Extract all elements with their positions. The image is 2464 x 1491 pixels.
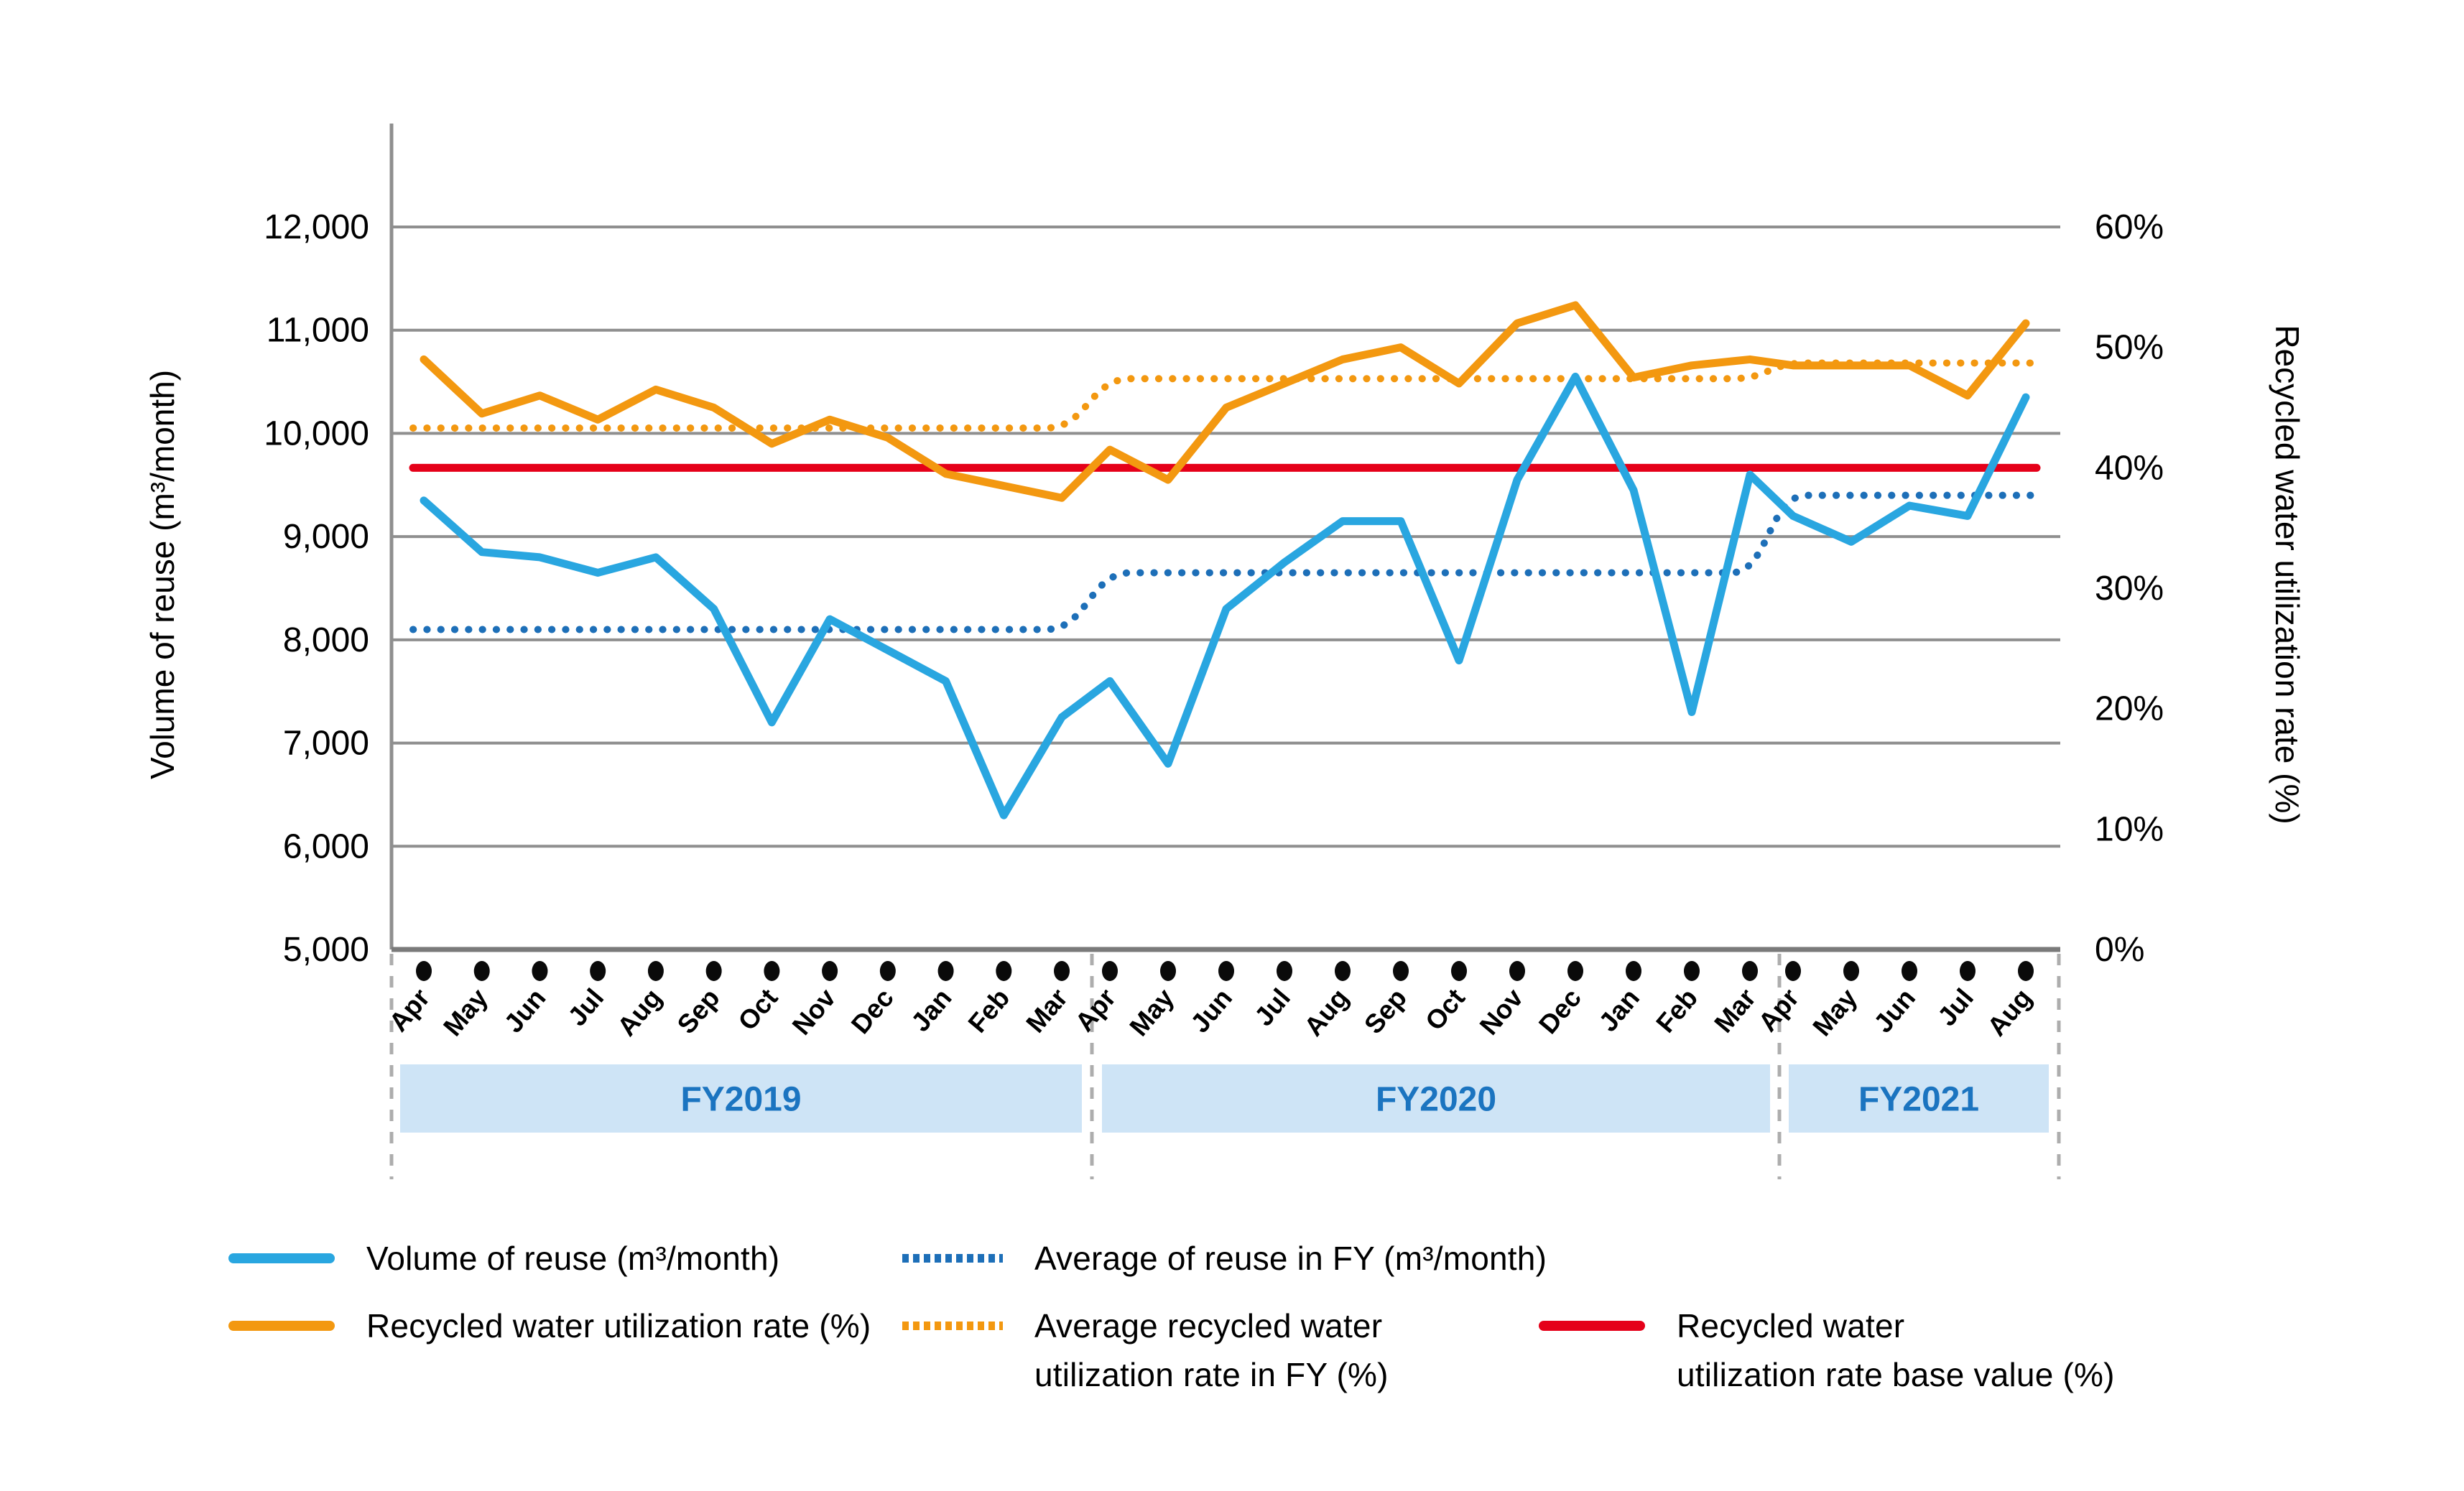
right-axis-ticks: 0% 10% 20% 30% 40% 50% 60% <box>2095 208 2164 969</box>
month-tick-dot <box>764 961 780 981</box>
right-tick-label: 30% <box>2095 570 2164 608</box>
month-tick-dot <box>1684 961 1700 981</box>
month-tick-dot <box>590 961 606 981</box>
month-label: Dec <box>846 983 899 1039</box>
fy-separators <box>389 954 2061 1179</box>
left-tick-label: 10,000 <box>264 414 369 452</box>
left-axis-title: Volume of reuse (m³/month) <box>144 370 181 779</box>
month-label: Dec <box>1533 983 1587 1039</box>
month-label: Aug <box>611 983 667 1041</box>
fy-band-label: FY2021 <box>1858 1081 1979 1119</box>
month-label: Jul <box>562 983 610 1031</box>
month-tick-dot <box>1054 961 1070 981</box>
month-tick-dot <box>1277 961 1292 981</box>
left-axis-ticks: 5,000 6,000 7,000 8,000 9,000 10,000 11,000 12,… <box>264 208 369 969</box>
month-tick-dot <box>2018 961 2034 981</box>
fy-band-label: FY2019 <box>680 1081 801 1119</box>
month-label: Apr <box>1753 983 1805 1037</box>
left-tick-label: 5,000 <box>283 931 369 969</box>
right-tick-label: 0% <box>2095 931 2144 969</box>
month-label: May <box>1807 983 1863 1041</box>
month-label: Jul <box>1249 983 1296 1031</box>
month-label: Nov <box>1474 983 1529 1040</box>
left-tick-label: 7,000 <box>283 725 369 763</box>
right-tick-label: 40% <box>2095 449 2164 487</box>
month-label: Oct <box>732 983 783 1036</box>
left-tick-label: 9,000 <box>283 518 369 556</box>
right-tick-label: 60% <box>2095 208 2164 246</box>
month-tick-dot <box>1843 961 1859 981</box>
month-label: Apr <box>1070 983 1121 1037</box>
right-tick-label: 10% <box>2095 810 2164 848</box>
month-tick-dot <box>1567 961 1583 981</box>
right-tick-label: 20% <box>2095 690 2164 728</box>
avg-volume-dotted-line <box>409 491 2040 633</box>
month-tick-dot <box>1902 961 1917 981</box>
month-tick-dot <box>416 961 432 981</box>
month-label: Jul <box>1932 983 1979 1031</box>
month-tick-dot <box>1218 961 1234 981</box>
avg-rate-dotted-line <box>409 359 2040 432</box>
axes <box>389 124 2060 952</box>
left-tick-label: 6,000 <box>283 827 369 865</box>
month-label: Mar <box>1708 983 1761 1039</box>
month-tick-dot <box>1335 961 1351 981</box>
volume-line <box>420 372 2030 819</box>
month-tick-dot <box>822 961 838 981</box>
rate-line <box>420 301 2030 502</box>
month-label: Feb <box>1650 983 1703 1039</box>
month-tick-dot <box>879 961 896 981</box>
month-tick-dot <box>1393 961 1409 981</box>
gridlines <box>392 226 2060 848</box>
month-tick-dot <box>1742 961 1758 981</box>
month-tick-dot <box>1160 961 1176 981</box>
fy-band-label: FY2020 <box>1376 1081 1496 1119</box>
month-label: Aug <box>1298 983 1354 1041</box>
month-tick-dot <box>1451 961 1467 981</box>
month-tick-dot <box>1785 961 1801 981</box>
right-axis-title: Recycled water utilization rate (%) <box>2269 325 2306 824</box>
month-tick-dot <box>473 961 490 981</box>
month-tick-dot <box>937 961 954 981</box>
right-tick-label: 50% <box>2095 329 2164 367</box>
month-tick-dot <box>1509 961 1525 981</box>
month-label: Jun <box>1868 983 1921 1039</box>
month-tick-dot <box>1960 961 1976 981</box>
month-label: Mar <box>1020 983 1073 1039</box>
month-label: Jan <box>905 983 957 1037</box>
month-label: Sep <box>672 983 726 1039</box>
month-label: Nov <box>787 983 842 1040</box>
month-label: Jun <box>499 983 552 1039</box>
fy-bands: FY2019 FY2020 FY2021 <box>400 1064 2049 1133</box>
month-label: May <box>1124 983 1180 1041</box>
left-tick-label: 12,000 <box>264 208 369 246</box>
month-label: May <box>437 983 494 1041</box>
month-label: Aug <box>1981 983 2037 1041</box>
month-tick-dot <box>1626 961 1641 981</box>
month-tick-dot <box>647 961 664 981</box>
month-tick-dot <box>1102 961 1118 981</box>
month-label: Sep <box>1358 983 1412 1039</box>
month-tick-dot <box>532 961 548 981</box>
left-tick-label: 11,000 <box>267 312 369 350</box>
month-tick-dot <box>705 961 722 981</box>
left-tick-label: 8,000 <box>283 621 369 659</box>
month-label: Feb <box>963 983 1016 1039</box>
month-label: Jun <box>1185 983 1238 1039</box>
month-tick-dot <box>996 961 1012 981</box>
month-label: Jan <box>1593 983 1645 1037</box>
month-label: Oct <box>1419 983 1470 1036</box>
